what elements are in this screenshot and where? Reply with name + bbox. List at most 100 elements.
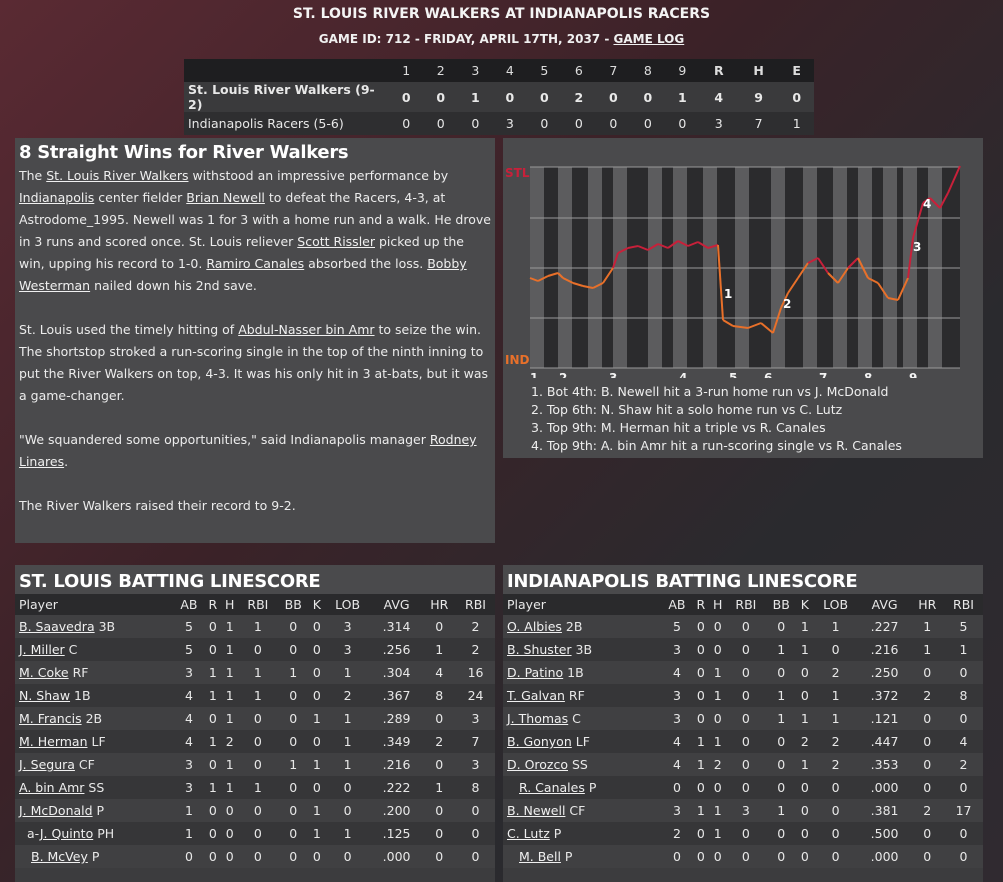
- stat-cell: 3: [661, 799, 693, 822]
- stat-cell: .367: [370, 684, 423, 707]
- inning-header: 7: [596, 59, 631, 82]
- player-link[interactable]: C. Lutz: [507, 826, 550, 841]
- stat-cell: 0: [797, 822, 813, 845]
- player-link[interactable]: J. Quinto: [39, 826, 94, 841]
- column-header[interactable]: AB: [661, 594, 693, 615]
- story-text: .: [64, 454, 69, 469]
- player-link[interactable]: M. Coke: [19, 665, 69, 680]
- player-link[interactable]: M. Herman: [19, 734, 88, 749]
- win-probability-segment: [697, 241, 709, 249]
- column-header[interactable]: AVG: [370, 594, 423, 615]
- manager-link[interactable]: Rodney Linares: [19, 432, 477, 469]
- player-link[interactable]: Scott Rissler: [297, 234, 375, 249]
- player-cell: M. Bell P: [503, 845, 661, 868]
- column-header[interactable]: H: [220, 594, 239, 615]
- player-link[interactable]: Bobby Westerman: [19, 256, 467, 293]
- column-header[interactable]: K: [309, 594, 325, 615]
- player-link[interactable]: J. McDonald: [19, 803, 93, 818]
- win-probability-segment: [772, 307, 782, 334]
- stat-cell: 1: [173, 799, 205, 822]
- player-link[interactable]: M. Bell: [519, 849, 561, 864]
- column-header[interactable]: Player: [15, 594, 173, 615]
- stat-cell: 1: [765, 799, 798, 822]
- column-header[interactable]: HR: [422, 594, 457, 615]
- linescore-team-name: Indianapolis Racers (5-6): [184, 112, 389, 135]
- player-link[interactable]: D. Orozco: [507, 757, 569, 772]
- scoring-note: 1. Bot 4th: B. Newell hit a 3-run home r…: [531, 384, 889, 399]
- batting-row: J. McDonald P 1 0 0 0 0 1 0.200 0 0: [15, 799, 495, 822]
- stat-cell: 4: [944, 730, 983, 753]
- column-header[interactable]: H: [708, 594, 727, 615]
- column-header[interactable]: R: [692, 594, 709, 615]
- column-header[interactable]: RBI: [944, 594, 983, 615]
- stat-cell: 1: [324, 661, 371, 684]
- column-header[interactable]: AVG: [858, 594, 911, 615]
- win-probability-segment: [592, 282, 604, 289]
- column-header[interactable]: K: [797, 594, 813, 615]
- win-probability-segment: [537, 275, 549, 282]
- player-link[interactable]: J. Thomas: [507, 711, 569, 726]
- team-link[interactable]: St. Louis River Walkers: [46, 168, 189, 183]
- player-link[interactable]: T. Galvan: [507, 688, 565, 703]
- player-link[interactable]: Ramiro Canales: [206, 256, 305, 271]
- stat-cell: 2: [456, 615, 495, 638]
- win-probability-segment: [877, 282, 889, 299]
- player-link[interactable]: N. Shaw: [19, 688, 71, 703]
- stat-cell: .447: [858, 730, 911, 753]
- column-header[interactable]: RBI: [726, 594, 766, 615]
- player-link[interactable]: A. bin Amr: [19, 780, 85, 795]
- stat-cell: 0: [204, 753, 221, 776]
- stat-cell: 0: [309, 845, 325, 868]
- stat-cell: 0: [944, 776, 983, 799]
- stat-cell: 4: [173, 707, 205, 730]
- column-header[interactable]: LOB: [812, 594, 859, 615]
- game-linescore: 1 2 3 4 5 6 7 8 9 R H E St. Louis River …: [184, 59, 814, 135]
- player-position: 3B: [94, 619, 116, 634]
- column-header[interactable]: Player: [503, 594, 661, 615]
- column-header[interactable]: RBI: [456, 594, 495, 615]
- win-probability-segment: [747, 322, 762, 329]
- ind-batting-panel: INDIANAPOLIS BATTING LINESCORE Player AB R…: [503, 565, 983, 882]
- player-link[interactable]: B. Saavedra: [19, 619, 95, 634]
- player-link[interactable]: D. Patino: [507, 665, 564, 680]
- errors-cell: 1: [779, 112, 814, 135]
- player-link[interactable]: M. Francis: [19, 711, 82, 726]
- game-log-link[interactable]: GAME LOG: [613, 32, 685, 46]
- player-position: SS: [84, 780, 105, 795]
- column-header[interactable]: BB: [277, 594, 310, 615]
- player-link[interactable]: R. Canales: [519, 780, 585, 795]
- story-text: The: [19, 168, 47, 183]
- player-cell: B. Saavedra 3B: [15, 615, 173, 638]
- stat-cell: 0: [812, 638, 859, 661]
- team-link[interactable]: Indianapolis: [19, 190, 95, 205]
- player-link[interactable]: Brian Newell: [186, 190, 265, 205]
- stat-cell: 0: [726, 730, 766, 753]
- column-header[interactable]: RBI: [238, 594, 278, 615]
- batting-row: B. McVey P 0 0 0 0 0 0 0.000 0 0: [15, 845, 495, 868]
- stat-cell: 1: [277, 753, 310, 776]
- stat-cell: 0: [422, 753, 457, 776]
- player-link[interactable]: B. McVey: [31, 849, 88, 864]
- column-header[interactable]: LOB: [324, 594, 371, 615]
- batting-header-row: Player AB R H RBI BB K LOB AVG HR RBI: [503, 594, 983, 615]
- errors-cell: 0: [779, 82, 814, 112]
- player-cell: R. Canales P: [503, 776, 661, 799]
- player-link[interactable]: Abdul-Nasser bin Amr: [238, 322, 375, 337]
- player-link[interactable]: O. Albies: [507, 619, 562, 634]
- runs-header: R: [699, 59, 738, 82]
- player-position: 1B: [70, 688, 91, 703]
- stat-cell: 0: [726, 845, 766, 868]
- player-link[interactable]: B. Newell: [507, 803, 566, 818]
- stat-cell: 1: [765, 638, 798, 661]
- win-probability-segment: [717, 244, 724, 321]
- column-header[interactable]: AB: [173, 594, 205, 615]
- column-header[interactable]: R: [204, 594, 221, 615]
- player-link[interactable]: B. Gonyon: [507, 734, 572, 749]
- column-header[interactable]: HR: [910, 594, 945, 615]
- column-header[interactable]: BB: [765, 594, 798, 615]
- stat-cell: 4: [661, 753, 693, 776]
- player-link[interactable]: J. Miller: [19, 642, 65, 657]
- win-probability-segment: [529, 277, 539, 282]
- player-link[interactable]: J. Segura: [19, 757, 75, 772]
- player-link[interactable]: B. Shuster: [507, 642, 572, 657]
